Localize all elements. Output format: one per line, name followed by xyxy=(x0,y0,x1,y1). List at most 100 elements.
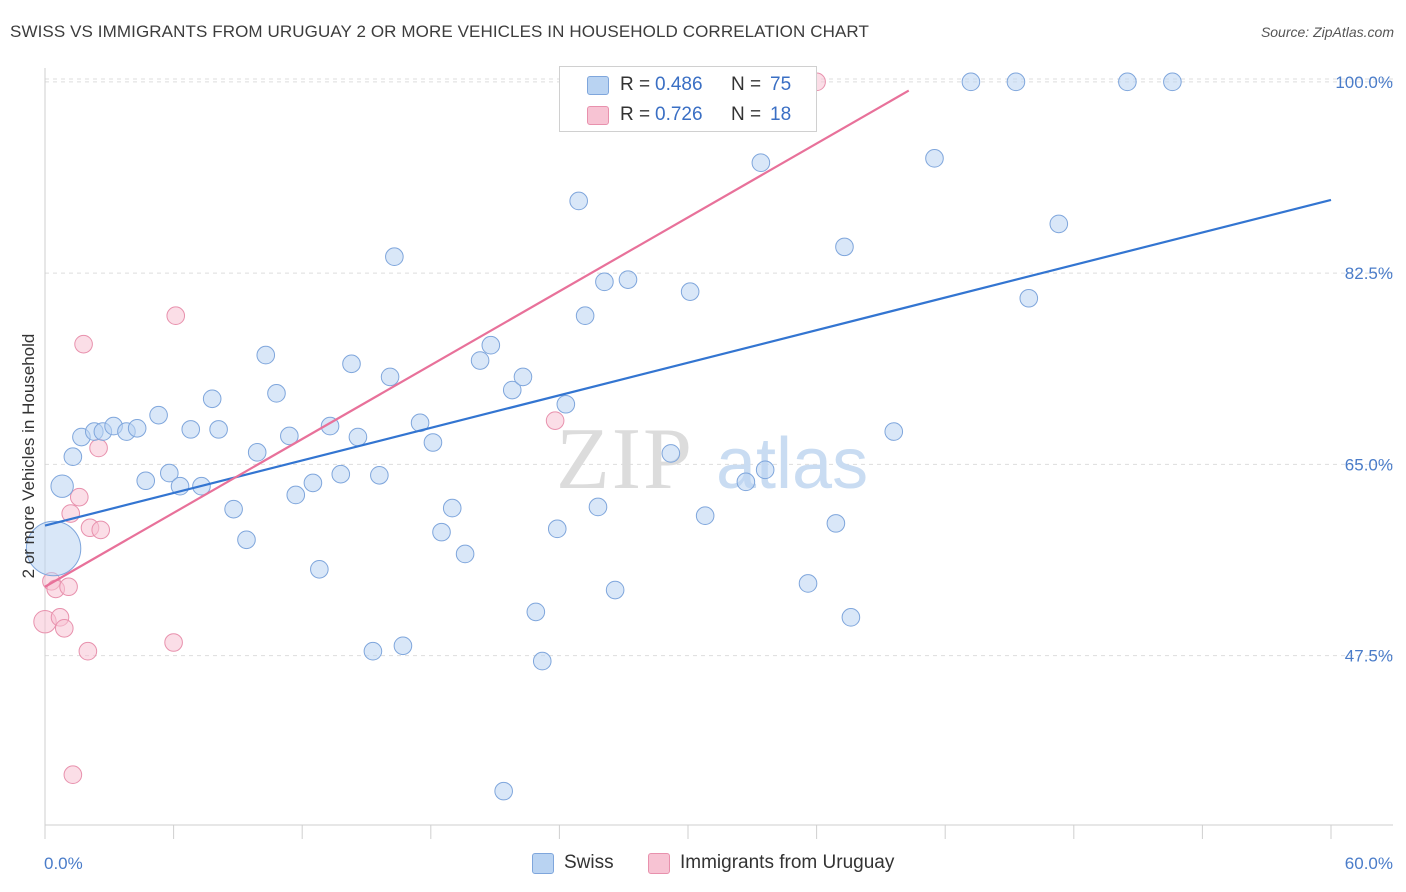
swiss-point xyxy=(532,651,552,671)
legend-n-label: N = xyxy=(731,74,762,95)
swiss-point xyxy=(755,460,775,480)
swiss-point xyxy=(526,602,546,622)
swiss-point xyxy=(618,270,638,289)
swiss-point xyxy=(588,497,608,517)
legend-n-label: N = xyxy=(731,104,762,125)
swiss-point xyxy=(481,335,501,355)
swiss-point xyxy=(798,574,818,593)
swiss-point xyxy=(1019,288,1039,308)
swiss-point xyxy=(127,418,147,438)
swiss-point xyxy=(393,636,413,656)
uruguay-point xyxy=(69,487,89,507)
swiss-point xyxy=(925,149,944,168)
swiss-point xyxy=(556,394,576,414)
swiss-point xyxy=(695,506,715,526)
bottom-legend-label-uruguay: Immigrants from Uruguay xyxy=(680,852,895,873)
swiss-point xyxy=(256,345,276,365)
y-tick-label: 100.0% xyxy=(1335,73,1393,92)
swiss-point xyxy=(547,519,567,539)
trend-lines xyxy=(44,89,1332,588)
legend-swatch-uruguay xyxy=(587,106,609,125)
swiss-point xyxy=(961,72,981,92)
x-tick-label: 60.0% xyxy=(1345,854,1393,873)
swiss-point xyxy=(1118,72,1137,92)
uruguay-point xyxy=(59,577,78,597)
swiss-point xyxy=(267,384,286,403)
swiss-point xyxy=(224,499,243,519)
x-tick-labels: 0.0% 60.0% xyxy=(44,854,1393,873)
legend-n-value: 18 xyxy=(770,104,792,125)
swiss-point xyxy=(661,444,681,463)
legend-r-value: 0.726 xyxy=(655,104,703,125)
bottom-legend: Swiss Immigrants from Uruguay xyxy=(0,852,1406,880)
uruguay-point xyxy=(78,641,98,661)
swiss-trend-line xyxy=(44,198,1332,527)
legend-n-value: 75 xyxy=(770,74,792,95)
swiss-point xyxy=(841,608,861,627)
swiss-point xyxy=(1006,72,1026,92)
swiss-point xyxy=(25,520,82,577)
swiss-point xyxy=(835,237,854,257)
chart-title: SWISS VS IMMIGRANTS FROM URUGUAY 2 OR MO… xyxy=(10,22,869,41)
swiss-point xyxy=(569,191,588,211)
uruguay-point xyxy=(89,438,108,458)
swiss-point xyxy=(286,485,306,505)
swiss-point xyxy=(370,465,389,485)
swiss-point xyxy=(513,367,533,387)
swiss-point xyxy=(1049,214,1069,234)
watermark-atlas: atlas xyxy=(716,424,868,504)
bottom-legend-swatch-uruguay xyxy=(648,853,670,874)
swiss-point xyxy=(680,282,700,301)
legend-row-uruguay: R = 0.726 N = 18 xyxy=(560,101,816,131)
swiss-point xyxy=(331,464,351,484)
swiss-point xyxy=(363,641,383,661)
swiss-point xyxy=(181,420,201,439)
uruguay-point xyxy=(54,618,74,638)
swiss-point xyxy=(751,153,771,173)
uruguay-point xyxy=(164,633,183,652)
uruguay-point xyxy=(63,765,83,785)
swiss-point xyxy=(502,380,522,400)
y-tick-label: 47.5% xyxy=(1345,647,1393,666)
swiss-point xyxy=(310,559,329,579)
swiss-point xyxy=(342,354,361,374)
source-label: Source: ZipAtlas.com xyxy=(1260,24,1394,40)
legend-swatch-swiss xyxy=(587,76,609,95)
y-axis-label: 2 or more Vehicles in Household xyxy=(19,334,38,579)
swiss-point xyxy=(280,426,299,446)
swiss-point xyxy=(50,474,74,498)
swiss-point xyxy=(595,272,614,292)
swiss-point xyxy=(247,443,267,462)
swiss-point xyxy=(442,498,462,518)
swiss-point xyxy=(385,247,404,267)
swiss-point xyxy=(736,472,756,492)
uruguay-point xyxy=(74,334,93,354)
swiss-point xyxy=(63,447,83,467)
swiss-point xyxy=(1163,72,1182,92)
legend: R = 0.486 N = 75 R = 0.726 N = 18 xyxy=(559,66,817,132)
bottom-legend-label-swiss: Swiss xyxy=(564,852,614,873)
y-tick-label: 82.5% xyxy=(1345,264,1393,283)
swiss-point xyxy=(380,367,400,387)
y-tick-labels: 47.5% 65.0% 82.5% 100.0% xyxy=(1335,73,1393,666)
uruguay-point xyxy=(91,520,111,540)
legend-r-value: 0.486 xyxy=(655,74,703,95)
swiss-point xyxy=(575,306,595,326)
swiss-point xyxy=(202,389,222,409)
swiss-point xyxy=(160,463,179,483)
y-tick-label: 65.0% xyxy=(1345,455,1393,474)
swiss-point xyxy=(884,422,904,441)
uruguay-point xyxy=(166,306,186,326)
grid-lines xyxy=(45,78,1393,657)
uruguay-point xyxy=(545,411,565,430)
swiss-point xyxy=(149,405,168,425)
swiss-point xyxy=(348,427,368,447)
swiss-point xyxy=(605,580,625,600)
swiss-point xyxy=(423,433,443,452)
bottom-legend-swatch-swiss xyxy=(532,853,554,874)
swiss-point xyxy=(455,544,475,564)
swiss-point xyxy=(237,530,256,550)
swiss-point xyxy=(432,522,451,542)
legend-r-label: R = xyxy=(620,74,651,95)
